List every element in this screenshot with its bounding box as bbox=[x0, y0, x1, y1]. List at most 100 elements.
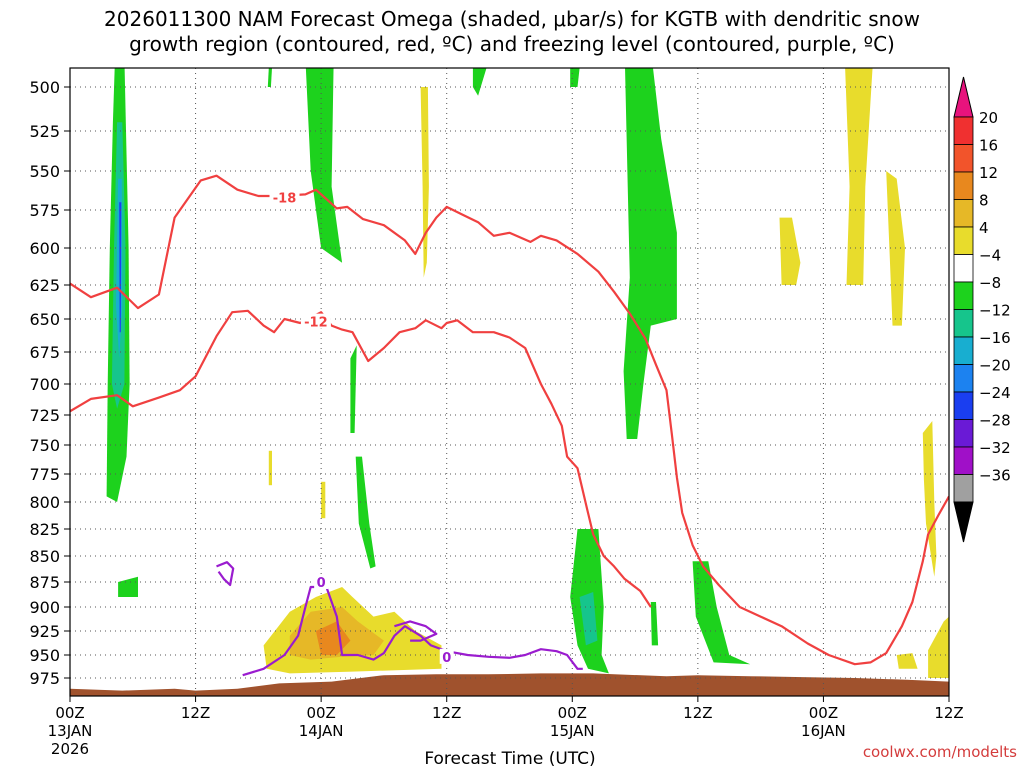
freezing-label-bg-2 bbox=[439, 648, 454, 664]
terrain bbox=[70, 673, 949, 696]
y-tick-label-500: 500 bbox=[29, 78, 60, 97]
y-tick-label-700: 700 bbox=[29, 375, 60, 394]
colorbar-bin-9 bbox=[953, 364, 974, 393]
temperature-contour-0 bbox=[70, 174, 949, 666]
x-tick-label-12-0: 12Z bbox=[181, 704, 210, 722]
colorbar-bin-6 bbox=[953, 281, 974, 310]
y-tick-label-725: 725 bbox=[29, 406, 60, 425]
colorbar-bin-8 bbox=[953, 336, 974, 365]
y-tick-label-875: 875 bbox=[29, 573, 60, 592]
colorbar-bin-0 bbox=[953, 116, 974, 145]
colorbar-bin-4 bbox=[953, 226, 974, 255]
colorbar-label-4: 4 bbox=[979, 219, 989, 237]
y-tick-label-975: 975 bbox=[29, 669, 60, 688]
x-tick-label-24-0: 00Z bbox=[306, 704, 335, 722]
omega-region-3 bbox=[119, 202, 122, 333]
omega-region-6 bbox=[267, 68, 272, 87]
y-tick-label-625: 625 bbox=[29, 276, 60, 295]
x-tick-label-60-0: 12Z bbox=[683, 704, 712, 722]
y-tick-label-550: 550 bbox=[29, 162, 60, 181]
colorbar-label-7: −12 bbox=[979, 302, 1011, 320]
omega-region-15 bbox=[692, 561, 751, 665]
temperature-contour-label-1: -12 bbox=[304, 316, 328, 331]
x-tick-label-0-2: 2026 bbox=[51, 740, 89, 758]
omega-region-25 bbox=[922, 421, 937, 577]
colorbar-label-0: 20 bbox=[979, 109, 998, 127]
x-tick-label-0-0: 00Z bbox=[55, 704, 84, 722]
omega-region-9 bbox=[472, 68, 487, 96]
omega-region-24 bbox=[779, 217, 801, 285]
x-tick-label-72-1: 16JAN bbox=[801, 722, 846, 740]
freezing-contour-label-0: 0 bbox=[317, 576, 326, 591]
colorbar-label-12: −32 bbox=[979, 439, 1011, 457]
chart-title-line-2: growth region (contoured, red, ºC) and f… bbox=[129, 32, 895, 56]
colorbar-label-13: −36 bbox=[979, 467, 1011, 485]
x-tick-label-0-1: 13JAN bbox=[48, 722, 93, 740]
omega-region-8 bbox=[355, 456, 376, 569]
x-tick-label-84-0: 12Z bbox=[934, 704, 963, 722]
omega-shading bbox=[106, 68, 949, 678]
colorbar-bin-12 bbox=[953, 446, 974, 475]
colorbar-label-9: −20 bbox=[979, 357, 1011, 375]
y-tick-label-675: 675 bbox=[29, 343, 60, 362]
y-tick-label-950: 950 bbox=[29, 646, 60, 665]
grid-lines bbox=[70, 68, 949, 696]
omega-region-26 bbox=[896, 653, 918, 669]
freezing-label-bg-0 bbox=[314, 574, 329, 589]
colorbar-bin-1 bbox=[953, 144, 974, 173]
omega-region-7 bbox=[350, 345, 357, 433]
colorbar-under-arrow bbox=[953, 501, 974, 543]
colorbar-over-arrow bbox=[953, 76, 974, 118]
colorbar-label-8: −16 bbox=[979, 329, 1011, 347]
colorbar-label-2: 12 bbox=[979, 164, 998, 182]
colorbar: 20 16 12 8 4 −4 −8 −12 −16 −20 −24 −28 −32 −36 bbox=[953, 76, 1011, 543]
omega-region-5 bbox=[305, 68, 343, 263]
freezing-contour-1 bbox=[216, 561, 235, 587]
omega-region-16 bbox=[268, 450, 272, 486]
plot-area: -18 -12 0 0 bbox=[69, 67, 950, 697]
omega-region-4 bbox=[118, 576, 138, 597]
colorbar-label-11: −28 bbox=[979, 412, 1011, 430]
y-tick-label-825: 825 bbox=[29, 520, 60, 539]
omega-region-17 bbox=[321, 481, 326, 519]
omega-region-18 bbox=[420, 87, 429, 278]
x-tick-label-48-1: 15JAN bbox=[550, 722, 595, 740]
x-tick-label-24-1: 14JAN bbox=[299, 722, 344, 740]
omega-region-14 bbox=[650, 602, 659, 646]
colorbar-label-6: −8 bbox=[979, 274, 1001, 292]
y-tick-label-575: 575 bbox=[29, 201, 60, 220]
y-tick-label-650: 650 bbox=[29, 310, 60, 329]
colorbar-label-10: −24 bbox=[979, 384, 1011, 402]
credit-text: coolwx.com/modelts bbox=[863, 743, 1017, 761]
temperature-label-bg-1 bbox=[300, 313, 331, 329]
plot-frame bbox=[69, 67, 950, 697]
omega-region-13 bbox=[579, 592, 598, 646]
x-tick-label-36-0: 12Z bbox=[432, 704, 461, 722]
terrain-fill bbox=[70, 673, 949, 696]
colorbar-bin-11 bbox=[953, 419, 974, 448]
colorbar-bin-13 bbox=[953, 474, 974, 503]
omega-region-11 bbox=[623, 68, 677, 439]
y-tick-label-925: 925 bbox=[29, 622, 60, 641]
x-tick-label-72-0: 00Z bbox=[809, 704, 838, 722]
colorbar-bin-7 bbox=[953, 309, 974, 338]
colorbar-bin-10 bbox=[953, 391, 974, 420]
freezing-contour-0 bbox=[242, 585, 583, 677]
omega-region-10 bbox=[570, 68, 580, 87]
colorbar-label-1: 16 bbox=[979, 137, 998, 155]
y-tick-label-850: 850 bbox=[29, 547, 60, 566]
chart-title-line-1: 2026011300 NAM Forecast Omega (shaded, μ… bbox=[104, 7, 920, 31]
omega-region-22 bbox=[845, 68, 873, 285]
y-tick-label-775: 775 bbox=[29, 465, 60, 484]
contours: -18 -12 0 0 bbox=[70, 174, 949, 677]
x-axis-title: Forecast Time (UTC) bbox=[424, 749, 595, 768]
colorbar-label-3: 8 bbox=[979, 192, 989, 210]
temperature-label-bg-0 bbox=[269, 189, 300, 205]
temperature-contour-label-0: -18 bbox=[273, 192, 297, 207]
y-tick-label-800: 800 bbox=[29, 493, 60, 512]
temperature-contour-1 bbox=[70, 309, 652, 608]
colorbar-bin-3 bbox=[953, 199, 974, 228]
y-tick-label-525: 525 bbox=[29, 122, 60, 141]
